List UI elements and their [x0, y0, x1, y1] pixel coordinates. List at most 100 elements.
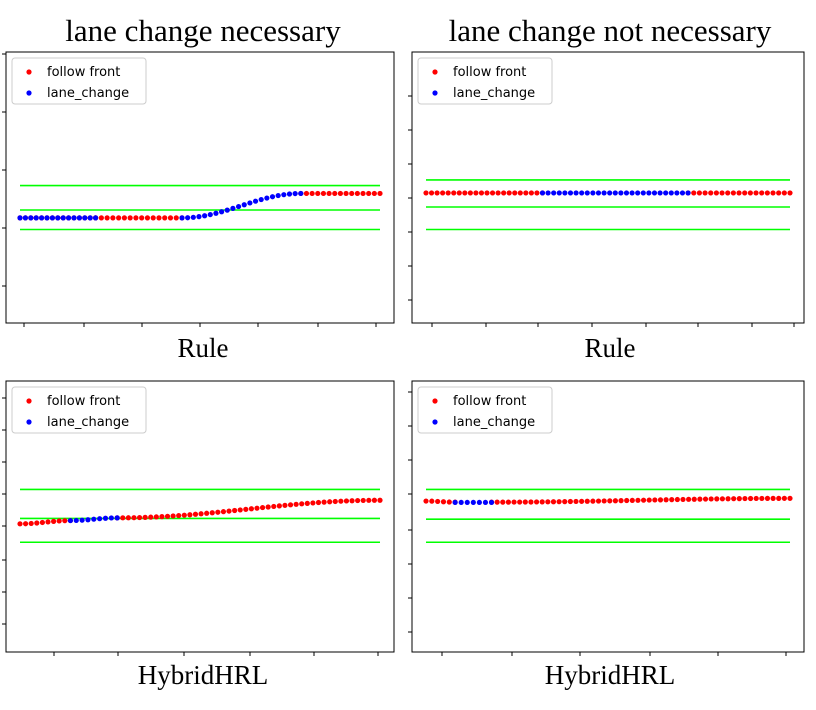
data-point-follow-front	[686, 496, 692, 502]
data-point-follow-front	[747, 190, 753, 196]
data-point-follow-front	[753, 495, 759, 502]
data-point-follow-front	[719, 496, 726, 502]
data-point-follow-front	[343, 190, 349, 197]
data-point-follow-front	[304, 500, 310, 506]
data-point-follow-front	[121, 215, 127, 221]
data-point-follow-front	[652, 497, 658, 503]
data-point-follow-front	[320, 190, 327, 197]
legend-marker	[26, 90, 32, 96]
data-point-lane-change	[87, 215, 93, 221]
data-point-follow-front	[601, 498, 607, 504]
data-point-follow-front	[770, 190, 776, 196]
legend-box	[417, 57, 553, 105]
data-point-lane-change	[185, 215, 191, 221]
data-point-follow-front	[764, 495, 771, 501]
data-point-follow-front	[787, 495, 793, 501]
data-point-lane-change	[298, 190, 304, 197]
data-point-lane-change	[202, 213, 208, 219]
data-point-follow-front	[478, 190, 485, 196]
panel-3: follow front lane_change	[408, 380, 805, 656]
data-point-follow-front	[590, 498, 596, 504]
legend-entry: lane_change	[47, 415, 129, 430]
data-point-lane-change	[651, 190, 658, 196]
data-point-follow-front	[338, 498, 344, 504]
data-point-follow-front	[522, 499, 528, 505]
data-point-lane-change	[224, 207, 230, 213]
legend-entry: lane_change	[453, 86, 535, 101]
data-point-lane-change	[85, 517, 91, 523]
row-label-top-left: Rule	[178, 333, 229, 363]
data-point-follow-front	[489, 190, 496, 196]
data-point-follow-front	[528, 499, 534, 505]
data-point-follow-front	[435, 498, 441, 505]
data-point-follow-front	[156, 215, 162, 221]
data-point-follow-front	[360, 497, 366, 504]
data-point-follow-front	[725, 496, 731, 502]
data-point-follow-front	[349, 498, 355, 504]
data-point-follow-front	[742, 495, 748, 502]
data-point-follow-front	[332, 498, 338, 505]
data-point-follow-front	[299, 501, 305, 507]
data-point-lane-change	[114, 515, 120, 521]
data-point-lane-change	[235, 203, 242, 210]
data-point-follow-front	[719, 190, 725, 196]
data-point-follow-front	[39, 519, 46, 526]
data-point-follow-front	[139, 215, 145, 221]
data-point-follow-front	[511, 499, 517, 505]
data-point-follow-front	[759, 495, 765, 502]
data-point-follow-front	[505, 499, 512, 505]
data-point-follow-front	[776, 495, 782, 501]
data-point-follow-front	[366, 497, 372, 503]
data-point-lane-change	[452, 499, 458, 506]
data-point-follow-front	[423, 190, 429, 196]
data-point-follow-front	[62, 518, 68, 524]
data-point-lane-change	[590, 190, 596, 196]
data-point-follow-front	[657, 497, 664, 503]
data-point-follow-front	[446, 499, 452, 505]
data-point-follow-front	[125, 515, 131, 521]
data-point-follow-front	[237, 507, 243, 513]
data-point-lane-change	[44, 215, 50, 221]
data-point-lane-change	[190, 214, 196, 220]
data-point-follow-front	[360, 190, 366, 197]
data-point-follow-front	[747, 495, 754, 502]
data-point-follow-front	[624, 497, 630, 504]
data-point-lane-change	[551, 190, 557, 196]
data-point-follow-front	[349, 190, 355, 197]
data-point-lane-change	[230, 205, 236, 211]
data-point-follow-front	[579, 498, 585, 504]
data-point-follow-front	[220, 509, 227, 515]
data-point-follow-front	[663, 497, 669, 503]
data-point-follow-front	[495, 190, 501, 196]
data-point-lane-change	[241, 202, 247, 208]
legend-box	[11, 386, 147, 434]
data-point-lane-change	[281, 192, 287, 198]
data-point-lane-change	[635, 190, 641, 196]
data-point-follow-front	[713, 190, 719, 196]
data-point-follow-front	[635, 497, 641, 503]
data-point-follow-front	[595, 498, 602, 504]
data-point-follow-front	[770, 495, 776, 501]
data-point-follow-front	[534, 190, 540, 196]
data-point-lane-change	[39, 215, 45, 221]
data-point-follow-front	[293, 501, 299, 507]
data-point-follow-front	[159, 514, 165, 520]
data-point-follow-front	[354, 190, 360, 197]
legend-marker	[432, 398, 438, 404]
data-point-follow-front	[434, 190, 440, 196]
data-point-follow-front	[607, 498, 613, 504]
data-point-follow-front	[366, 190, 372, 197]
data-point-follow-front	[51, 518, 57, 524]
data-point-lane-change	[97, 516, 103, 522]
data-point-lane-change	[623, 190, 630, 196]
data-point-lane-change	[476, 499, 482, 506]
data-point-follow-front	[562, 499, 568, 505]
data-point-follow-front	[148, 514, 154, 520]
data-point-follow-front	[781, 495, 787, 501]
data-point-lane-change	[102, 515, 109, 521]
data-point-follow-front	[567, 498, 573, 505]
data-point-follow-front	[150, 215, 156, 221]
data-point-follow-front	[164, 513, 171, 519]
data-point-follow-front	[271, 503, 277, 510]
